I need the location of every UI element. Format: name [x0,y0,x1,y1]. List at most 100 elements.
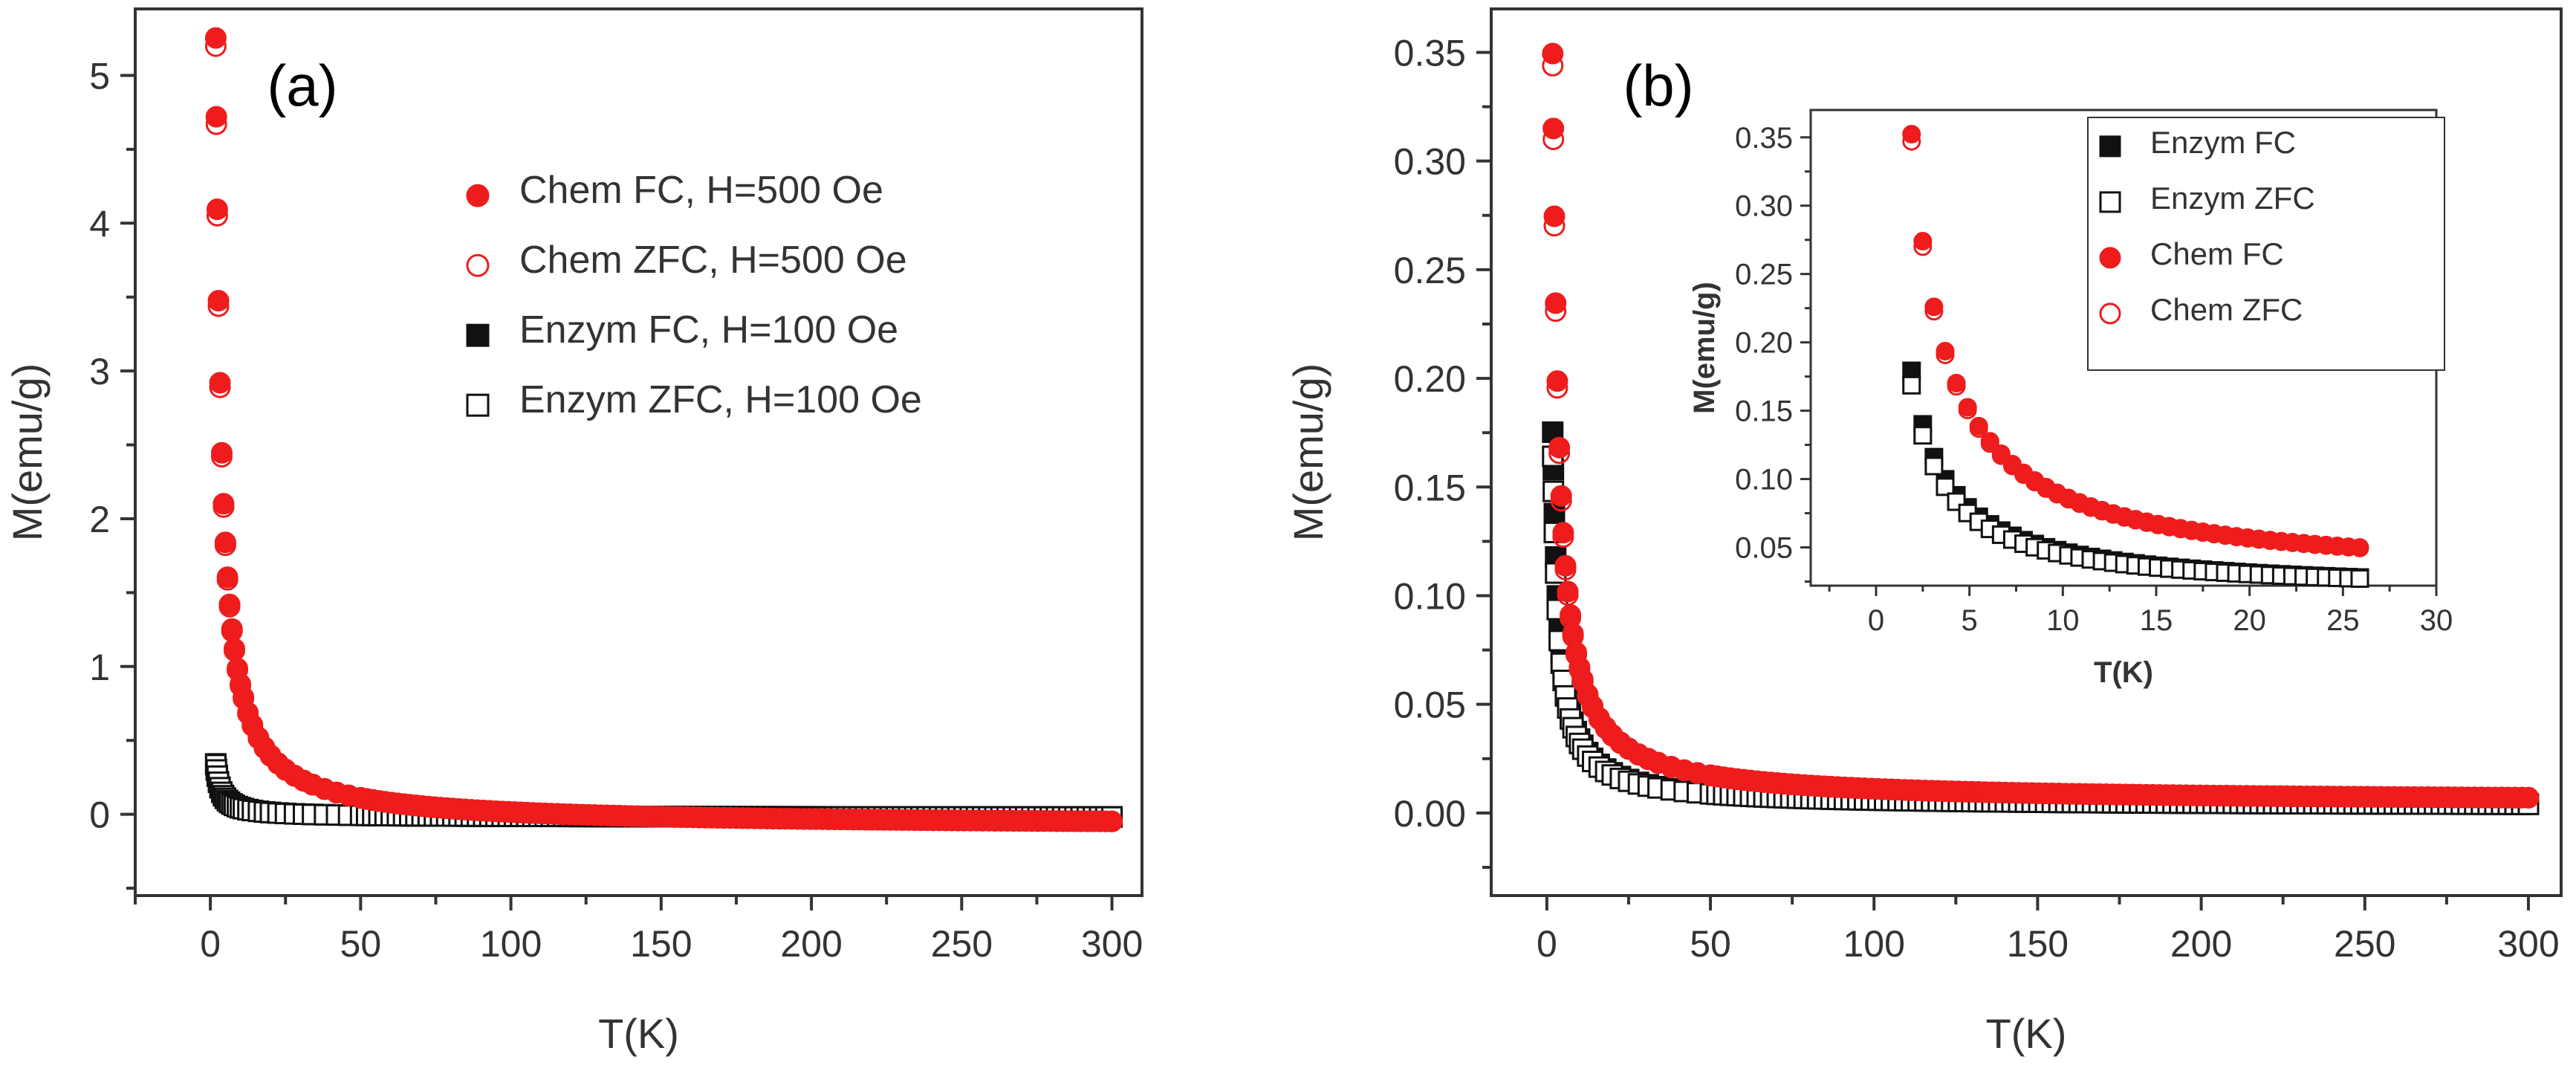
panel-label: (b) [1623,53,1693,118]
legend-label: Chem FC, H=500 Oe [519,169,883,212]
legend-marker [466,184,490,207]
y-tick-label: 0.20 [1394,358,1466,400]
x-tick-label: 50 [340,923,382,965]
legend-label: Chem ZFC [2150,292,2303,327]
data-point [1991,446,2011,465]
data-point [1936,345,1955,364]
inset-series-chem-zfc [1902,132,2369,557]
legend-item: Chem ZFC [2099,292,2303,327]
x-tick-label: 0 [200,923,221,965]
y-tick-label: 5 [89,55,110,97]
data-point [2070,494,2089,514]
data-point [207,295,230,317]
data-point [1101,810,1123,832]
data-point [2271,532,2291,551]
data-point [1554,558,1577,580]
legend-marker [466,323,490,347]
y-tick-label: 4 [89,203,110,245]
legend-item: Enzym FC, H=100 Oe [466,308,898,352]
data-point [1582,696,1604,719]
data-point [1958,401,1977,420]
legend-box [2087,117,2445,371]
data-point [1562,625,1584,647]
legend-marker [2099,302,2121,325]
data-point [1936,477,1955,496]
data-point [204,27,227,49]
x-tick-label: 150 [630,923,692,965]
data-point [1546,370,1568,392]
y-axis-title: M(emu/g) [4,363,51,542]
data-point [1089,810,1111,832]
data-point [2227,528,2246,547]
legend-label: Chem ZFC, H=500 Oe [519,239,907,282]
x-tick-label: 100 [1843,923,1905,965]
data-point [2350,538,2369,557]
data-point [2306,535,2325,554]
data-point [1902,375,1921,395]
legend-item: Enzym ZFC, H=100 Oe [466,378,922,421]
data-point [1924,456,1944,476]
data-point [2204,525,2224,544]
x-tick-label: 5 [1962,604,1978,637]
data-point [1637,748,1659,771]
data-point [2171,520,2190,539]
legend-label: Enzym ZFC, H=100 Oe [519,378,922,421]
data-point [1542,117,1565,140]
data-point [1552,526,1574,548]
data-point [1660,756,1682,778]
data-point [1924,302,1944,321]
data-point [1913,237,1933,256]
data-point [1568,658,1591,681]
panel-b-chart: 0 50 100 150 200 250 3000.000.050.100.150.200.… [1285,7,2563,1057]
data-point [212,496,235,518]
data-point [1548,442,1571,465]
data-point [2216,526,2235,546]
data-point [1594,717,1617,739]
data-point [1601,725,1623,747]
x-tick-label: 30 [2420,604,2453,637]
data-point [223,639,245,661]
x-tick-label: 0 [1868,604,1884,637]
data-point [267,753,289,775]
y-tick-label: 0.05 [1394,685,1466,726]
data-point [2081,498,2100,517]
data-point [2126,511,2145,530]
legend-item: Enzym FC [2099,125,2296,160]
data-point [2328,537,2347,556]
data-point [1913,426,1933,445]
data-point [1545,292,1567,314]
data-point [1548,436,1571,459]
data-point [2249,530,2268,549]
data-point [216,569,239,591]
y-tick-label: 0.05 [1735,532,1793,565]
data-point [241,715,264,737]
data-point [1546,377,1568,399]
data-point [207,290,230,312]
data-point [1969,419,1988,438]
legend-label: Chem FC [2150,236,2284,271]
data-point [2059,490,2078,509]
data-point [2317,536,2336,555]
inset-series-enzym-zfc [1902,375,2369,588]
data-point [1706,766,1728,788]
data-point [214,534,236,557]
data-point [2260,531,2280,550]
legend-label: Enzym ZFC [2150,181,2315,216]
data-point [2092,502,2112,521]
data-point [233,687,255,710]
x-tick-label: 250 [931,923,993,965]
data-point [230,675,252,697]
data-point [1543,215,1566,237]
data-point [2048,485,2067,504]
data-point [209,376,231,398]
x-tick-label: 20 [2233,604,2266,637]
legend-item: Chem FC, H=500 Oe [466,169,883,212]
y-tick-label: 0.15 [1735,395,1793,428]
y-tick-label: 0.15 [1394,467,1466,508]
data-point [1647,752,1670,774]
data-point [1627,744,1649,766]
legend-marker [2099,247,2121,269]
x-tick-label: 300 [2497,923,2559,965]
data-point [2103,505,2123,524]
